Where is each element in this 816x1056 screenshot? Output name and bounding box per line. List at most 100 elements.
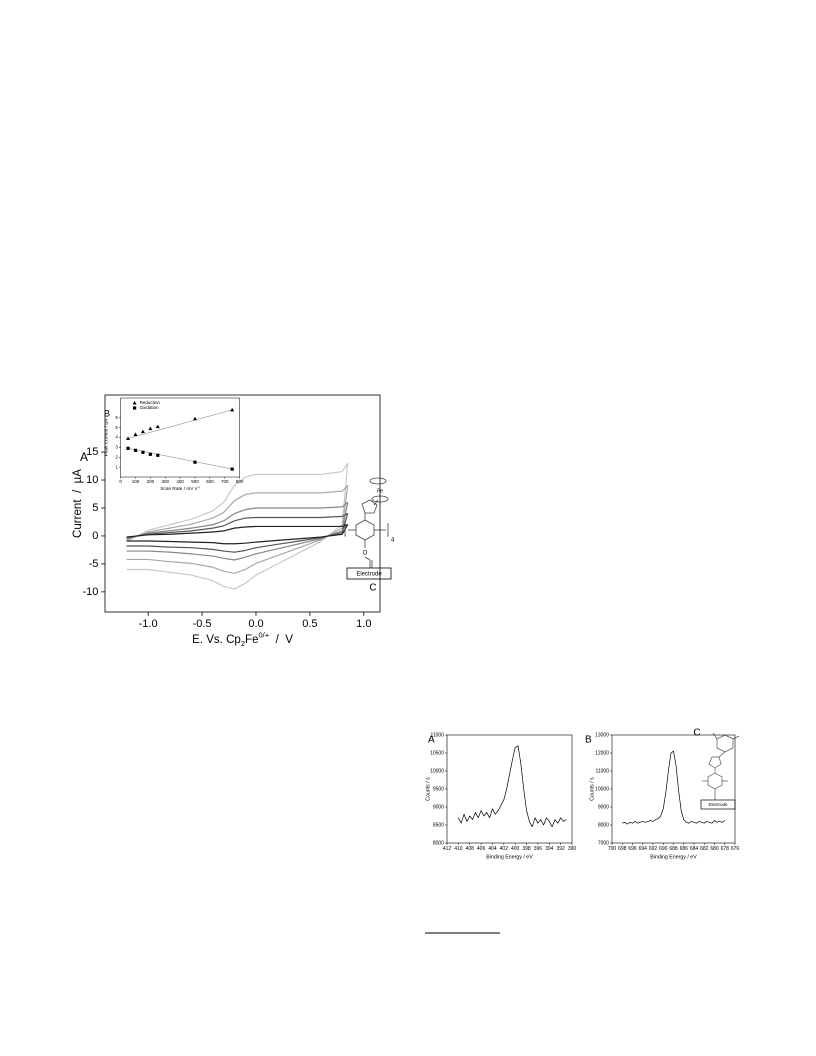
x-tick-label: 678 xyxy=(721,846,730,852)
x-tick-label: 0.5 xyxy=(302,618,317,630)
bond xyxy=(712,732,718,740)
y-tick-label: 13000 xyxy=(595,732,609,738)
panel-label: C xyxy=(369,583,376,594)
y-tick-label: 9000 xyxy=(433,804,444,810)
data-point xyxy=(133,448,138,452)
y-tick-label: 4 xyxy=(115,435,118,440)
y-tick-label: 3 xyxy=(115,445,118,450)
x-axis-label: Binding Energy / eV xyxy=(486,854,533,860)
data-point xyxy=(140,429,145,434)
panel-label: C xyxy=(693,728,700,739)
data-point xyxy=(126,436,131,440)
x-axis-label-part: Scan Rate / mV s xyxy=(160,486,197,492)
y-axis-label: Counts / s xyxy=(425,777,431,801)
data-point xyxy=(155,424,160,429)
y-tick-label: 6 xyxy=(115,415,118,420)
panel-label: B xyxy=(104,408,110,418)
x-tick-label: 690 xyxy=(659,846,668,852)
x-tick-label: 392 xyxy=(556,846,565,852)
data-point xyxy=(148,452,152,456)
y-tick-label: -5 xyxy=(89,558,99,570)
x-axis-label-part: 2 xyxy=(241,639,245,648)
x-tick-label: 676 xyxy=(731,846,740,852)
data-point xyxy=(126,446,130,450)
y-tick-label: 7000 xyxy=(598,840,609,846)
y-tick-label: 8000 xyxy=(598,822,609,828)
legend-label: Oxidation xyxy=(140,405,160,410)
x-tick-label: 412 xyxy=(443,846,452,852)
triazole-ring xyxy=(708,756,722,769)
panel-label: A xyxy=(80,450,88,464)
x-axis-label: Binding Energy / eV xyxy=(650,854,697,860)
x-tick-label: 406 xyxy=(477,846,486,852)
y-tick-label: 10500 xyxy=(430,750,444,756)
x-tick-label: 400 xyxy=(511,846,520,852)
x-tick-label: 300 xyxy=(161,479,169,484)
data-point xyxy=(148,426,153,431)
y-axis-label: Counts / s xyxy=(589,777,595,801)
data-line xyxy=(126,524,349,545)
x-tick-label: 408 xyxy=(466,846,475,852)
data-line xyxy=(622,750,725,825)
y-tick-label: 10000 xyxy=(430,768,444,774)
data-point xyxy=(141,450,145,454)
x-axis-label: E. Vs. Cp2Fe0/+ / V xyxy=(192,630,293,648)
x-tick-label: 600 xyxy=(206,479,214,484)
x-tick-label: 694 xyxy=(639,846,648,852)
legend-marker xyxy=(133,406,137,410)
x-tick-label: 680 xyxy=(710,846,719,852)
panel-label: B xyxy=(585,735,592,746)
data-point xyxy=(156,453,160,457)
y-tick-label: 2 xyxy=(115,454,118,459)
y-tick-label: 15 xyxy=(86,446,98,458)
data-line xyxy=(126,485,349,575)
y-tick-label: 11000 xyxy=(595,768,609,774)
y-tick-label: 11000 xyxy=(430,732,444,738)
y-tick-label: 9000 xyxy=(598,804,609,810)
x-tick-label: 686 xyxy=(680,846,689,852)
x-tick-label: 100 xyxy=(132,479,140,484)
x-tick-label: 1.0 xyxy=(356,618,371,630)
bond xyxy=(364,556,371,561)
x-tick-label: 396 xyxy=(534,846,543,852)
y-tick-label: 10 xyxy=(86,474,98,486)
bond xyxy=(373,499,379,506)
electrode-box xyxy=(346,567,392,580)
legend-marker xyxy=(132,401,137,405)
oxygen-label: O xyxy=(363,551,368,557)
x-tick-label: 402 xyxy=(500,846,509,852)
data-point xyxy=(192,416,197,421)
x-tick-label: 0 xyxy=(119,479,122,484)
y-tick-label: 8500 xyxy=(433,822,444,828)
x-tick-label: 500 xyxy=(191,479,199,484)
x-tick-label: 684 xyxy=(690,846,699,852)
panel-label: A xyxy=(428,735,435,746)
y-tick-label: 5 xyxy=(92,502,98,514)
electrode-label: Electrode xyxy=(708,802,728,807)
x-tick-label: 390 xyxy=(568,846,577,852)
x-tick-label: 398 xyxy=(522,846,531,852)
x-tick-label: 410 xyxy=(454,846,463,852)
x-axis-label-part: / V xyxy=(269,634,293,646)
x-tick-label: 800 xyxy=(236,479,244,484)
y-tick-label: 1 xyxy=(115,464,118,469)
legend-label: Reduction xyxy=(140,400,161,405)
y-axis-label: Peak Current / µA xyxy=(103,418,109,456)
x-axis-label: Scan Rate / mV s-1 xyxy=(160,485,200,492)
triazole-ring xyxy=(361,499,378,514)
x-tick-label: 696 xyxy=(628,846,637,852)
cv-molecule xyxy=(344,477,392,580)
data-point xyxy=(230,407,235,412)
y-tick-label: 8000 xyxy=(433,840,444,846)
x-tick-label: 692 xyxy=(649,846,658,852)
y-tick-label: 0 xyxy=(92,530,98,542)
x-tick-label: 0.0 xyxy=(248,618,263,630)
data-line xyxy=(126,501,349,561)
x-tick-label: 700 xyxy=(221,479,229,484)
x-axis-label-part: E. Vs. Cp xyxy=(192,634,241,646)
x-tick-label: 404 xyxy=(488,846,497,852)
data-point xyxy=(230,467,234,471)
fit-line xyxy=(127,448,233,470)
